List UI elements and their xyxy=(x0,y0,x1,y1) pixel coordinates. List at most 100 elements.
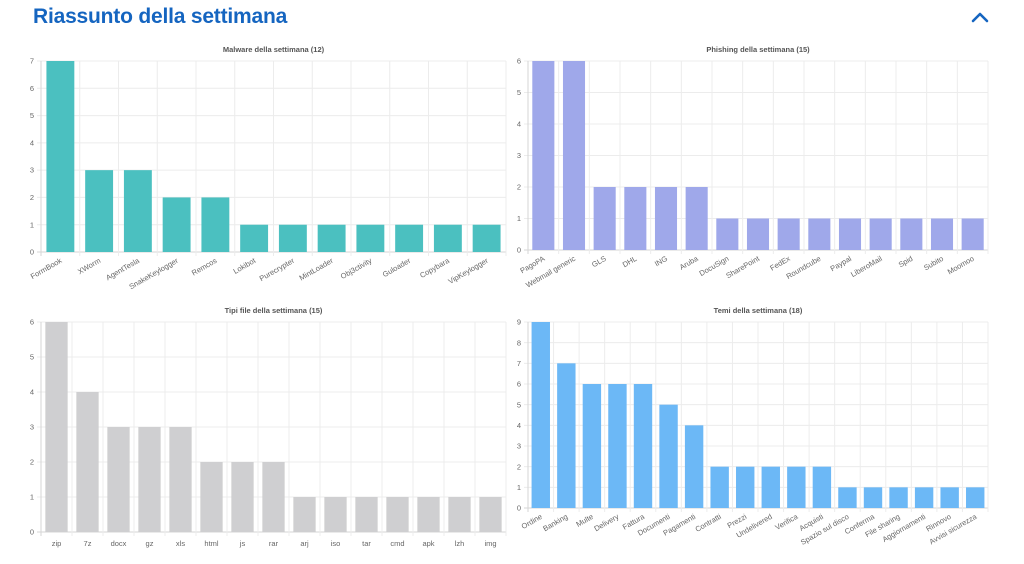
y-tick-label: 6 xyxy=(30,318,34,327)
x-tick-label: Contratti xyxy=(694,512,723,534)
bar-sharepoint[interactable] xyxy=(746,218,770,251)
summary-header: Riassunto della settimana xyxy=(0,0,1024,38)
x-tick-label: docx xyxy=(111,539,127,548)
x-tick-label: Verifica xyxy=(774,512,801,533)
y-tick-label: 0 xyxy=(517,246,521,255)
bar-xls[interactable] xyxy=(169,427,192,532)
bar-pagamenti[interactable] xyxy=(684,425,704,508)
y-tick-label: 3 xyxy=(30,166,34,175)
malware-chart: Malware della settimana (12) 0 1 2 3 4 5 6 7 Form… xyxy=(0,40,512,290)
bar-apk[interactable] xyxy=(417,497,440,532)
x-tick-label: arj xyxy=(300,539,309,548)
bar-dhl[interactable] xyxy=(624,187,647,250)
bar-verifica[interactable] xyxy=(787,466,806,508)
y-tick-label: 3 xyxy=(517,151,521,160)
y-tick-label: 4 xyxy=(517,120,521,129)
bar-agenttesla[interactable] xyxy=(123,170,152,252)
bar-webmail-generic[interactable] xyxy=(562,61,586,250)
chart-title: Phishing della settimana (15) xyxy=(706,45,810,54)
bar-obj3ctivity[interactable] xyxy=(356,224,385,252)
bar-html[interactable] xyxy=(200,462,223,532)
x-tick-label: Obj3ctivity xyxy=(339,256,374,281)
bar-7z[interactable] xyxy=(76,392,99,532)
bar-zip[interactable] xyxy=(45,322,68,532)
bar-aggiornamenti[interactable] xyxy=(914,487,934,508)
bar-guloader[interactable] xyxy=(395,224,424,252)
bar-gz[interactable] xyxy=(138,427,161,532)
bar-vipkeylogger[interactable] xyxy=(472,224,501,252)
chart-svg: Malware della settimana (12) 0 1 2 3 4 5 6 7 Form… xyxy=(29,45,507,290)
y-tick-label: 9 xyxy=(517,318,521,327)
x-tick-label: zip xyxy=(52,539,62,548)
y-tick-label: 1 xyxy=(30,220,34,229)
chart-title: Tipi file della settimana (15) xyxy=(225,306,323,315)
collapse-button[interactable] xyxy=(966,6,994,28)
bar-documenti[interactable] xyxy=(659,404,678,508)
bar-multe[interactable] xyxy=(582,384,602,508)
bar-ing[interactable] xyxy=(654,187,678,250)
bar-purecrypter[interactable] xyxy=(278,224,307,252)
bar-tar[interactable] xyxy=(355,497,378,532)
bar-banking[interactable] xyxy=(557,363,576,508)
bar-subito[interactable] xyxy=(930,218,954,251)
bar-moomoo[interactable] xyxy=(961,218,984,251)
bar-avvisi-sicurezza[interactable] xyxy=(966,487,985,508)
bar-docx[interactable] xyxy=(107,427,130,532)
bar-aruba[interactable] xyxy=(685,187,708,250)
bar-docusign[interactable] xyxy=(716,218,739,251)
x-tick-label: iso xyxy=(331,539,341,548)
x-tick-label: Lokibot xyxy=(232,255,258,275)
x-tick-label: MintLoader xyxy=(298,256,335,283)
bar-copybara[interactable] xyxy=(433,224,462,252)
bar-iso[interactable] xyxy=(324,497,347,532)
file-types-chart: Tipi file della settimana (15) 0 1 2 3 4 5 6 zip… xyxy=(0,302,512,564)
bar-snakekeylogger[interactable] xyxy=(162,197,191,252)
bar-contratti[interactable] xyxy=(710,466,729,508)
bar-conferma[interactable] xyxy=(863,487,883,508)
bar-liberomail[interactable] xyxy=(869,218,892,251)
bar-spazio-sul-disco[interactable] xyxy=(838,487,857,508)
bar-paypal[interactable] xyxy=(838,218,862,251)
bar-lokibot[interactable] xyxy=(240,224,269,252)
bar-lzh[interactable] xyxy=(448,497,471,532)
x-tick-label: lzh xyxy=(455,539,465,548)
bar-rar[interactable] xyxy=(262,462,285,532)
phishing-chart: Phishing della settimana (15) 0 1 2 3 4 5 6 Pago… xyxy=(512,40,1024,290)
bar-rinnovo[interactable] xyxy=(940,487,959,508)
bar-js[interactable] xyxy=(231,462,254,532)
bar-roundcube[interactable] xyxy=(808,218,831,251)
x-tick-label: 7z xyxy=(84,539,92,548)
y-tick-label: 2 xyxy=(517,183,521,192)
x-tick-label: DHL xyxy=(621,254,639,269)
y-tick-label: 2 xyxy=(517,462,521,471)
bar-pagopa[interactable] xyxy=(532,61,555,250)
bar-fattura[interactable] xyxy=(633,384,653,508)
bar-ordine[interactable] xyxy=(531,322,550,508)
x-tick-label: Moomoo xyxy=(946,254,976,276)
bar-img[interactable] xyxy=(479,497,502,532)
bar-fedex[interactable] xyxy=(777,218,800,251)
chart-title: Malware della settimana (12) xyxy=(223,45,325,54)
bar-gls[interactable] xyxy=(593,187,616,250)
bar-xworm[interactable] xyxy=(85,170,114,252)
x-tick-label: LiberoMail xyxy=(849,254,884,279)
bar-remcos[interactable] xyxy=(201,197,230,252)
chart-svg: Temi della settimana (18) 0 1 2 3 4 5 6 7 8 9 Ordin… xyxy=(517,306,989,547)
bar-undelivered[interactable] xyxy=(761,466,780,508)
bar-acquisti[interactable] xyxy=(812,466,832,508)
x-tick-label: Spid xyxy=(897,254,915,269)
bar-prezzi[interactable] xyxy=(736,466,755,508)
bar-formbook[interactable] xyxy=(46,61,75,252)
bar-spid[interactable] xyxy=(900,218,923,251)
y-tick-label: 6 xyxy=(30,84,34,93)
bar-arj[interactable] xyxy=(293,497,316,532)
x-tick-label: Multe xyxy=(575,512,595,529)
bar-file-sharing[interactable] xyxy=(889,487,908,508)
x-tick-label: GLS xyxy=(590,254,608,269)
x-tick-label: rar xyxy=(269,539,279,548)
bar-cmd[interactable] xyxy=(386,497,409,532)
bar-mintloader[interactable] xyxy=(317,224,346,252)
x-tick-label: tar xyxy=(362,539,371,548)
bar-delivery[interactable] xyxy=(608,384,627,508)
x-tick-label: ING xyxy=(653,254,669,269)
